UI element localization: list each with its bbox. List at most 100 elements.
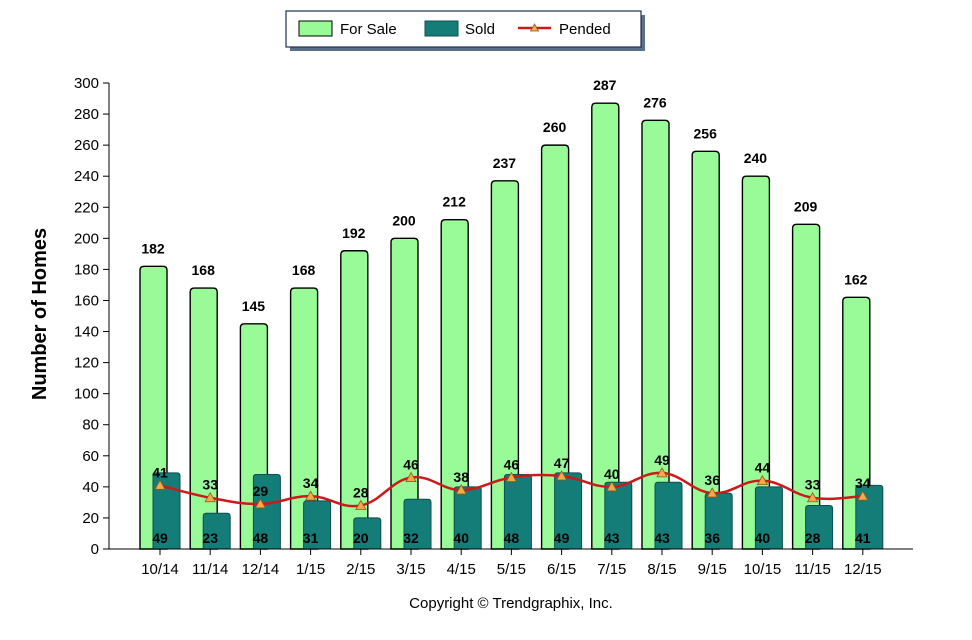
pended-marker bbox=[555, 470, 568, 481]
pended-value-label: 36 bbox=[704, 472, 720, 488]
pended-value-label: 41 bbox=[152, 464, 168, 480]
y-tick-label: 160 bbox=[74, 292, 99, 309]
pended-value-label: 29 bbox=[253, 483, 269, 499]
pended-marker bbox=[405, 471, 417, 482]
sold-bar bbox=[754, 486, 783, 550]
for-sale-bar bbox=[540, 144, 570, 550]
x-tick-label: 3/15 bbox=[396, 561, 425, 578]
x-tick-label: 1/15 bbox=[296, 561, 325, 578]
pended-value-label: 33 bbox=[805, 477, 821, 493]
y-tick-label: 0 bbox=[91, 541, 99, 558]
legend: For Sale Sold Pended bbox=[285, 10, 645, 51]
pended-value-label: 40 bbox=[604, 466, 620, 482]
legend-pended-marker bbox=[529, 23, 540, 32]
for-sale-value-label: 145 bbox=[242, 298, 266, 314]
y-tick-label: 20 bbox=[82, 510, 99, 527]
sold-value-label: 43 bbox=[654, 530, 670, 546]
legend-label-sold: Sold bbox=[465, 21, 495, 38]
pended-marker bbox=[857, 490, 869, 501]
x-tick-label: 6/15 bbox=[547, 561, 576, 578]
sold-value-label: 32 bbox=[403, 530, 419, 546]
pended-marker bbox=[505, 471, 518, 482]
x-tick-label: 12/15 bbox=[844, 561, 882, 578]
sold-bar bbox=[252, 473, 281, 550]
sold-bar bbox=[654, 481, 683, 550]
pended-value-label: 44 bbox=[755, 460, 771, 476]
for-sale-value-label: 212 bbox=[443, 194, 467, 210]
x-tick-label: 10/14 bbox=[141, 561, 179, 578]
y-tick-label: 80 bbox=[82, 417, 99, 434]
for-sale-value-label: 256 bbox=[694, 125, 718, 141]
for-sale-value-label: 168 bbox=[192, 262, 216, 278]
x-tick-label: 4/15 bbox=[447, 561, 476, 578]
pended-value-label: 46 bbox=[504, 457, 520, 473]
y-tick-label: 120 bbox=[74, 355, 99, 372]
x-tick-label: 10/15 bbox=[744, 561, 782, 578]
y-tick-label: 180 bbox=[74, 261, 99, 278]
sold-bar bbox=[353, 517, 382, 550]
sold-bars bbox=[152, 472, 884, 550]
x-tick-label: 5/15 bbox=[497, 561, 526, 578]
for-sale-value-label: 209 bbox=[794, 198, 818, 214]
legend-box bbox=[285, 10, 642, 48]
pended-marker bbox=[304, 490, 317, 501]
x-tick-label: 11/14 bbox=[192, 561, 228, 578]
pended-value-label: 28 bbox=[353, 485, 369, 501]
pended-value-label: 34 bbox=[855, 475, 871, 491]
y-tick-label: 300 bbox=[74, 75, 99, 92]
sold-value-label: 28 bbox=[805, 530, 821, 546]
for-sale-value-label: 237 bbox=[493, 155, 517, 171]
pended-line bbox=[154, 467, 869, 510]
pended-marker bbox=[656, 467, 668, 478]
sold-bar bbox=[152, 472, 181, 550]
sold-value-label: 48 bbox=[504, 530, 520, 546]
y-tick-label: 60 bbox=[82, 448, 99, 465]
y-tick-label: 140 bbox=[74, 324, 99, 341]
for-sale-value-label: 200 bbox=[392, 212, 416, 228]
sold-bar bbox=[403, 498, 432, 550]
y-tick-label: 260 bbox=[74, 137, 99, 154]
for-sale-value-label: 192 bbox=[342, 225, 366, 241]
y-tick-label: 220 bbox=[74, 199, 99, 216]
y-tick-label: 240 bbox=[74, 168, 99, 185]
pended-value-label: 33 bbox=[202, 477, 218, 493]
y-axis-title: Number of Homes bbox=[29, 228, 51, 400]
for-sale-bar bbox=[791, 223, 821, 550]
sold-value-label: 31 bbox=[303, 530, 319, 546]
for-sale-bar bbox=[741, 175, 771, 550]
y-tick-label: 40 bbox=[82, 479, 99, 496]
pended-marker bbox=[756, 474, 769, 486]
for-sale-bar bbox=[641, 119, 670, 550]
sold-bar bbox=[704, 492, 733, 550]
sold-bar bbox=[855, 484, 884, 550]
for-sale-bar bbox=[289, 287, 319, 550]
pended-value-label: 49 bbox=[654, 452, 670, 468]
pended-marker bbox=[706, 487, 718, 498]
for-sale-bar bbox=[390, 237, 419, 550]
sold-value-label: 40 bbox=[755, 530, 771, 546]
x-tick-label: 12/14 bbox=[242, 561, 280, 578]
pended-value-label: 38 bbox=[453, 469, 469, 485]
x-tick-label: 8/15 bbox=[647, 561, 676, 578]
x-axis: 10/14 11/14 12/14 1/15 2/15 3/15 4/15 5/15 6/15 7… bbox=[109, 548, 913, 578]
sold-value-label: 48 bbox=[253, 530, 269, 546]
pended-marker bbox=[455, 484, 467, 495]
sold-bar bbox=[805, 505, 834, 550]
data-labels: 182 168 145 168 192 200 212 237 260 287 276 256 240 2… bbox=[141, 77, 870, 546]
sold-value-label: 49 bbox=[152, 530, 168, 546]
sold-bar bbox=[202, 512, 231, 550]
sold-value-label: 20 bbox=[353, 530, 369, 546]
pended-value-label: 47 bbox=[554, 455, 570, 471]
copyright-text: Copyright © Trendgraphix, Inc. bbox=[409, 595, 613, 612]
for-sale-value-label: 276 bbox=[643, 94, 667, 110]
sold-value-label: 23 bbox=[202, 530, 218, 546]
y-tick-label: 280 bbox=[74, 106, 99, 123]
x-tick-label: 11/15 bbox=[794, 561, 830, 578]
for-sale-value-label: 182 bbox=[141, 240, 165, 256]
for-sale-value-label: 162 bbox=[844, 271, 868, 287]
for-sale-value-label: 260 bbox=[543, 119, 567, 135]
sold-bar bbox=[303, 500, 332, 550]
pended-marker bbox=[204, 491, 216, 503]
sold-value-label: 36 bbox=[704, 530, 720, 546]
